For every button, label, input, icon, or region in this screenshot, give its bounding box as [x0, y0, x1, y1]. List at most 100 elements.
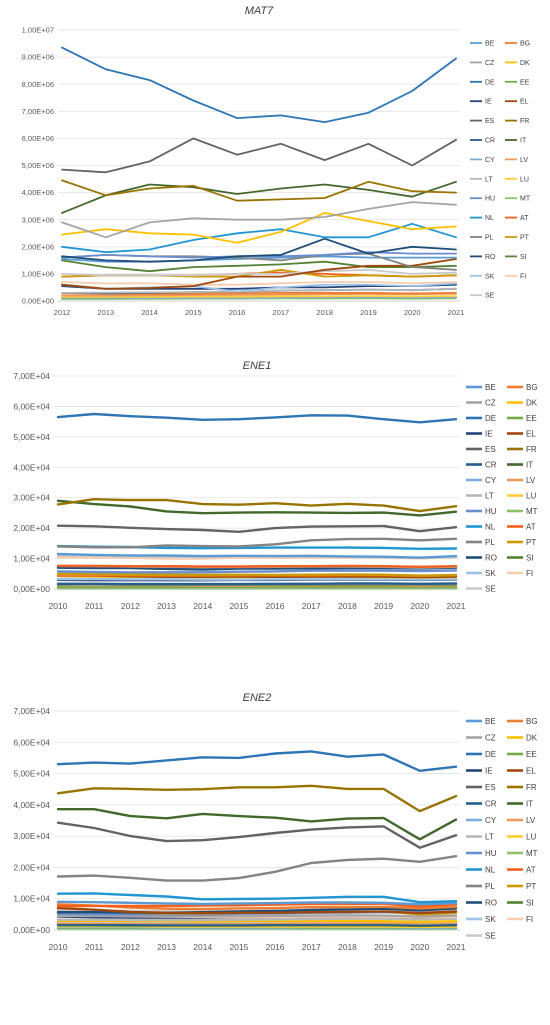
- legend-label: FR: [526, 783, 537, 792]
- legend-item-cz: CZ: [466, 733, 496, 742]
- series-line-cr: [56, 923, 458, 927]
- x-tick-label: 2014: [193, 601, 212, 611]
- legend-item-de: DE: [466, 414, 496, 423]
- legend-item-ee: EE: [507, 750, 537, 759]
- legend-item-bg: BG: [507, 383, 538, 392]
- legend-item-ro: RO: [470, 254, 496, 261]
- legend-item-fi: FI: [507, 569, 533, 578]
- legend-ene2: BE BG CZ DK DE EE IE EL ES FR CR IT CY LV LT LU HU MT NL AT…: [466, 717, 538, 940]
- legend-label: AT: [520, 215, 529, 222]
- x-tick-label: 2020: [410, 942, 429, 952]
- x-tick-label: 2015: [185, 308, 202, 317]
- y-tick-label: 6,00E+04: [13, 737, 50, 747]
- x-tick-label: 2017: [273, 308, 290, 317]
- series-line-it: [56, 499, 458, 517]
- legend-label: NL: [485, 522, 496, 531]
- legend-item-cr: CR: [466, 460, 497, 469]
- legend-label: ES: [485, 445, 496, 454]
- series-line-bg: [56, 903, 458, 911]
- series-line-lv: [61, 292, 457, 297]
- y-tick-label: 3,00E+04: [13, 831, 50, 841]
- x-tick-label: 2010: [49, 601, 68, 611]
- x-tick-label: 2016: [266, 942, 285, 952]
- legend-label: FR: [520, 118, 529, 125]
- legend-label: LV: [526, 816, 536, 825]
- series-line-pl: [56, 537, 458, 549]
- y-tick-label: 9,00E+06: [22, 53, 54, 62]
- legend-item-lu: LU: [505, 176, 529, 183]
- y-tick-label: 6,00E+04: [13, 401, 50, 411]
- legend-label: IE: [485, 99, 492, 106]
- legend-item-pl: PL: [466, 882, 495, 891]
- legend-label: RO: [485, 553, 497, 562]
- series-line-fi: [61, 281, 457, 286]
- y-tick-label: 0,00E+00: [13, 584, 50, 594]
- chart-mat7: MAT7 0,00E+00 1,00E+06 2,00E+06 3,00E+06 4,00…: [22, 5, 531, 317]
- y-tick-label: 1,00E+04: [13, 894, 50, 904]
- legend-item-lv: LV: [507, 816, 536, 825]
- legend-item-de: DE: [470, 79, 495, 86]
- legend-label: FI: [526, 569, 533, 578]
- legend-item-bg: BG: [505, 41, 530, 48]
- legend-item-es: ES: [466, 445, 496, 454]
- x-tick-label: 2020: [404, 308, 421, 317]
- series-line-ro: [61, 237, 457, 263]
- y-tick-label: 5,00E+04: [13, 769, 50, 779]
- legend-label: EE: [526, 750, 537, 759]
- series-line-nl: [61, 222, 457, 254]
- legend-label: HU: [485, 196, 495, 203]
- legend-item-it: IT: [507, 799, 533, 808]
- y-tick-label: 4,00E+04: [13, 462, 50, 472]
- legend-item-cr: CR: [466, 799, 497, 808]
- x-tick-label: 2010: [49, 942, 68, 952]
- series-line-lt: [61, 287, 457, 294]
- legend-label: CY: [485, 476, 497, 485]
- x-tick-label: 2018: [338, 601, 357, 611]
- series-line-cz: [56, 914, 458, 918]
- legend-label: CZ: [485, 733, 496, 742]
- series-line-de: [61, 46, 457, 123]
- x-tick-label: 2013: [97, 308, 114, 317]
- legend-label: SI: [526, 898, 534, 907]
- legend-label: EE: [520, 79, 530, 86]
- legend-item-sk: SK: [470, 273, 495, 280]
- y-tick-label: 0,00E+00: [22, 297, 54, 306]
- x-tick-label: 2012: [121, 942, 140, 952]
- legend-label: SI: [526, 553, 534, 562]
- legend-label: SK: [485, 273, 495, 280]
- series-line-es: [61, 137, 457, 174]
- legend-label: DK: [526, 733, 538, 742]
- legend-label: PT: [526, 882, 536, 891]
- y-tick-label: 4,00E+06: [22, 188, 54, 197]
- legend-label: NL: [485, 865, 496, 874]
- legend-label: IT: [526, 799, 533, 808]
- legend-label: RO: [485, 898, 497, 907]
- legend-item-ro: RO: [466, 553, 497, 562]
- legend-item-el: EL: [507, 766, 536, 775]
- legend-label: PT: [526, 538, 536, 547]
- legend-label: FR: [526, 445, 537, 454]
- series-line-at: [56, 564, 458, 569]
- chart-ene2: ENE2 0,00E+00 1,00E+04 2,00E+04 3,00E+04 4,00…: [13, 692, 538, 952]
- legend-item-fr: FR: [507, 783, 537, 792]
- legend-label: SI: [520, 254, 527, 261]
- legend-item-ie: IE: [466, 429, 493, 438]
- legend-item-el: EL: [505, 99, 529, 106]
- series-line-cz: [61, 201, 457, 239]
- legend-label: DE: [485, 750, 496, 759]
- legend-label: EL: [526, 429, 536, 438]
- legend-label: LV: [520, 157, 528, 164]
- legend-label: CY: [485, 816, 497, 825]
- legend-item-hu: HU: [466, 849, 497, 858]
- legend-item-it: IT: [505, 138, 527, 145]
- series-line-it: [61, 180, 457, 214]
- series-line-de: [56, 412, 458, 424]
- series-line-de: [56, 750, 458, 773]
- legend-item-nl: NL: [466, 522, 496, 531]
- legend-item-sk: SK: [466, 569, 496, 578]
- legend-item-lt: LT: [466, 491, 494, 500]
- legend-item-si: SI: [507, 553, 534, 562]
- x-tick-label: 2013: [157, 942, 176, 952]
- legend-label: IT: [526, 460, 533, 469]
